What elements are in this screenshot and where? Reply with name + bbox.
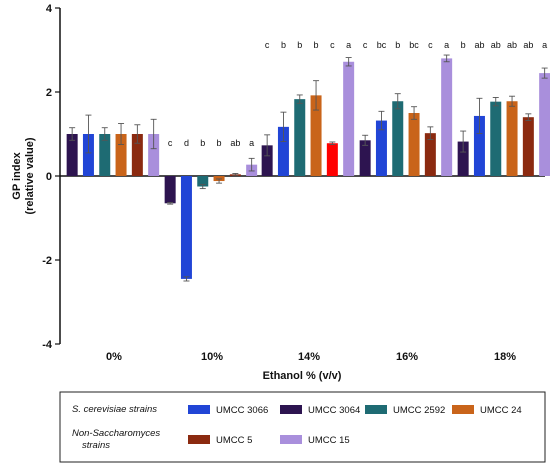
legend-swatch-umcc-5 xyxy=(188,435,210,444)
x-tick-label: 0% xyxy=(106,351,122,363)
significance-label: c xyxy=(330,40,335,50)
legend-box xyxy=(59,391,546,463)
significance-label: bc xyxy=(377,40,387,50)
significance-label: c xyxy=(428,40,433,50)
x-axis-title: Ethanol % (v/v) xyxy=(263,370,342,382)
bar-group-18pct: b ab ab ab ab a xyxy=(457,40,550,176)
significance-label: b xyxy=(200,138,205,148)
significance-label: b xyxy=(281,40,286,50)
bar-umcc-24-16pct xyxy=(408,113,420,176)
bar-umcc-3066-0pct xyxy=(82,134,94,176)
significance-label: a xyxy=(249,138,254,148)
bar-umcc-3066-18pct xyxy=(473,115,485,176)
bar-umcc-3064-0pct xyxy=(66,134,78,176)
legend-swatch-umcc-3064 xyxy=(280,405,302,414)
bar-umcc-5-14pct xyxy=(326,143,338,176)
y-axis-title: GP index(relative value) xyxy=(11,137,36,214)
significance-label: b xyxy=(217,138,222,148)
legend-swatch-umcc-3066 xyxy=(188,405,210,414)
x-tick-label: 16% xyxy=(396,351,418,363)
y-axis-title-line1: GP index xyxy=(11,151,23,199)
legend-swatch-umcc-2592 xyxy=(365,405,387,414)
y-tick-label: -2 xyxy=(42,255,52,267)
bar-umcc-3064-16pct xyxy=(359,140,371,176)
significance-label: bc xyxy=(409,40,419,50)
significance-label: c xyxy=(363,40,368,50)
y-tick-label: 2 xyxy=(46,87,52,99)
legend-group-non-saccharomyces-line2: strains xyxy=(82,440,110,451)
y-tick-label: 4 xyxy=(46,3,53,15)
bar-group-10pct: c d b b ab a xyxy=(164,138,258,282)
bar-umcc-2592-0pct xyxy=(99,134,111,176)
bar-umcc-5-18pct xyxy=(522,117,534,176)
y-tick-label: -4 xyxy=(42,339,53,351)
bar-umcc-24-14pct xyxy=(310,95,322,176)
legend-label-umcc-2592: UMCC 2592 xyxy=(393,405,445,416)
y-axis-title-line2: (relative value) xyxy=(24,137,36,214)
significance-label: ab xyxy=(474,40,484,50)
plot-area: 420-2-4GP index(relative value)0%c d b b ab a… xyxy=(11,3,550,382)
bar-umcc-3064-14pct xyxy=(261,145,273,176)
legend-group-non-saccharomyces: Non-Saccharomyces strains xyxy=(72,428,160,451)
legend-swatch-umcc-24 xyxy=(452,405,474,414)
significance-label: b xyxy=(314,40,319,50)
legend-label-umcc-24: UMCC 24 xyxy=(480,405,522,416)
legend-group-cerevisiae: S. cerevisiae strains xyxy=(72,404,157,415)
significance-label: ab xyxy=(491,40,501,50)
significance-label: a xyxy=(444,40,449,50)
x-tick-label: 10% xyxy=(201,351,223,363)
x-tick-label: 14% xyxy=(298,351,320,363)
bar-umcc-2592-18pct xyxy=(490,101,502,176)
bar-group-16pct: c bc b bc c a xyxy=(359,40,453,176)
bar-umcc-2592-10pct xyxy=(197,176,209,187)
significance-label: b xyxy=(461,40,466,50)
significance-label: b xyxy=(297,40,302,50)
bar-umcc-15-0pct xyxy=(148,134,160,176)
bar-umcc-24-18pct xyxy=(506,101,518,176)
significance-label: ab xyxy=(507,40,517,50)
significance-label: c xyxy=(168,138,173,148)
significance-label: c xyxy=(265,40,270,50)
significance-label: b xyxy=(395,40,400,50)
bar-group-0pct xyxy=(66,114,160,176)
bar-umcc-3066-14pct xyxy=(277,126,289,176)
y-tick-label: 0 xyxy=(46,171,52,183)
bar-umcc-24-0pct xyxy=(115,134,127,176)
legend-label-umcc-15: UMCC 15 xyxy=(308,435,350,446)
legend-label-umcc-5: UMCC 5 xyxy=(216,435,252,446)
legend-label-umcc-3064: UMCC 3064 xyxy=(308,405,360,416)
bar-umcc-2592-16pct xyxy=(392,101,404,176)
bar-umcc-2592-14pct xyxy=(294,99,306,176)
bar-umcc-15-14pct xyxy=(343,61,355,177)
bar-umcc-3066-10pct xyxy=(180,176,192,279)
bar-umcc-15-16pct xyxy=(441,58,453,176)
significance-label: ab xyxy=(523,40,533,50)
bar-umcc-5-16pct xyxy=(424,133,436,176)
bar-umcc-3064-10pct xyxy=(164,176,176,204)
bar-umcc-3064-18pct xyxy=(457,141,469,176)
bar-umcc-5-0pct xyxy=(131,134,143,176)
significance-label: d xyxy=(184,138,189,148)
significance-label: ab xyxy=(230,138,240,148)
legend-group-non-saccharomyces-line1: Non-Saccharomyces xyxy=(72,428,160,439)
x-tick-label: 18% xyxy=(494,351,516,363)
legend: S. cerevisiae strains Non-Saccharomyces st… xyxy=(59,391,546,463)
legend-label-umcc-3066: UMCC 3066 xyxy=(216,405,268,416)
significance-label: a xyxy=(346,40,351,50)
bar-umcc-3066-16pct xyxy=(375,120,387,176)
bar-umcc-15-18pct xyxy=(539,73,550,176)
legend-swatch-umcc-15 xyxy=(280,435,302,444)
significance-label: a xyxy=(542,40,547,50)
